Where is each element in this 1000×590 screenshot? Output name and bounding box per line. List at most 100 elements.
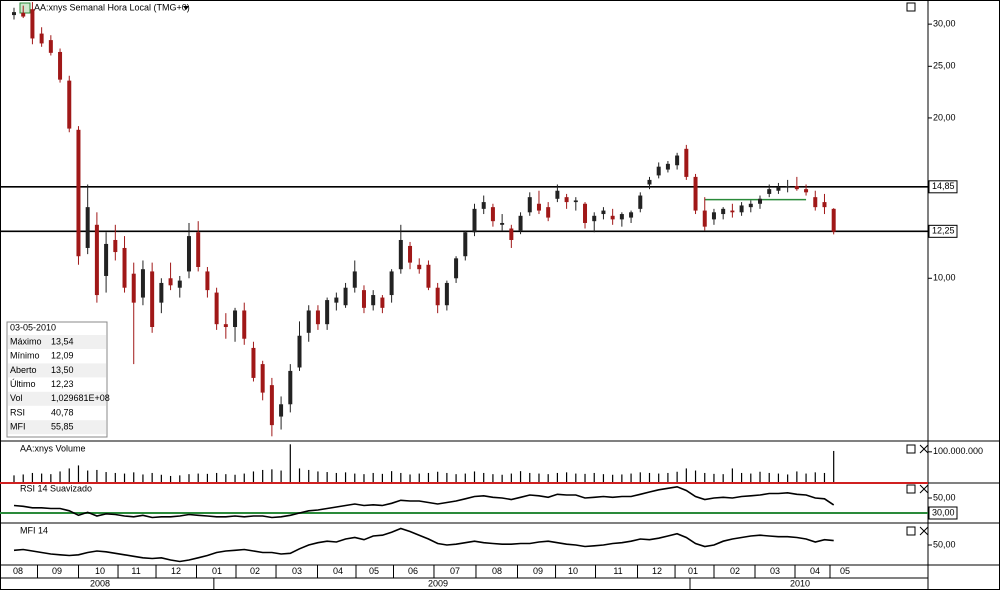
candle-body <box>398 239 403 270</box>
x-tick-label: 07 <box>450 566 460 576</box>
candle-body <box>12 12 16 16</box>
candle-body <box>665 163 670 170</box>
panel-close[interactable] <box>919 526 929 536</box>
panel-button[interactable] <box>906 526 916 536</box>
panel-title: MFI 14 <box>20 525 48 535</box>
candle-body <box>361 290 366 308</box>
candle-body <box>454 258 459 279</box>
candle-body <box>748 203 753 208</box>
x-tick-label: 11 <box>131 566 140 576</box>
chart-title: AA:xnys Semanal Hora Local (TMG+0) <box>34 2 190 12</box>
candle-body <box>758 198 763 204</box>
candle-body <box>417 264 422 270</box>
info-value: 13,54 <box>51 336 74 346</box>
level-label-box <box>928 180 958 194</box>
year-label: 2009 <box>428 578 448 588</box>
level-label: 14,85 <box>932 181 955 191</box>
candle-body <box>251 347 256 378</box>
candle-body <box>721 208 726 215</box>
candle-body <box>58 51 63 80</box>
candle-body <box>223 324 228 328</box>
y-tick-label: 25,00 <box>933 61 956 71</box>
panel-close[interactable] <box>919 444 929 454</box>
candle-body <box>214 292 219 325</box>
candle-body <box>85 207 90 248</box>
y-tick-label: 30,00 <box>933 19 956 29</box>
candle-body <box>463 232 468 257</box>
info-label: RSI <box>10 407 25 417</box>
candle-body <box>785 186 790 188</box>
candle-body <box>675 155 680 166</box>
year-label: 2010 <box>790 578 810 588</box>
candle-body <box>30 9 35 39</box>
candle-body <box>371 295 376 306</box>
info-value: 40,78 <box>51 407 74 417</box>
panel-close[interactable] <box>919 484 929 494</box>
indicator-line <box>13 485 835 519</box>
info-row-bg <box>8 391 106 406</box>
candle-body <box>131 273 136 303</box>
candle-body <box>297 335 302 368</box>
candle-body <box>730 210 735 213</box>
level-label-box <box>928 506 958 520</box>
candle-body <box>702 210 707 227</box>
candle-body <box>389 271 394 296</box>
candle-body <box>711 212 716 220</box>
x-tick-label: 05 <box>369 566 379 576</box>
dropdown-arrow[interactable] <box>183 6 189 10</box>
info-label: Vol <box>10 393 23 403</box>
candle-body <box>684 148 689 177</box>
panel-title: AA:xnys Volume <box>20 443 86 453</box>
level-label-box <box>928 224 958 238</box>
candle-body <box>242 310 247 339</box>
candle-body <box>444 282 449 306</box>
candle-body <box>638 195 643 209</box>
window-button[interactable] <box>906 2 916 12</box>
candle-body <box>546 207 551 218</box>
candle-body <box>113 239 118 253</box>
candle-body <box>693 176 698 211</box>
x-tick-label: 02 <box>250 566 260 576</box>
x-tick-label: 12 <box>171 566 181 576</box>
candle-body <box>656 166 661 176</box>
x-tick-label: 09 <box>533 566 543 576</box>
candle-body <box>48 40 53 53</box>
candle-body <box>776 187 781 191</box>
candle-body <box>196 232 201 267</box>
x-tick-label: 09 <box>52 566 62 576</box>
x-tick-label: 10 <box>95 566 105 576</box>
x-tick-label: 05 <box>840 566 850 576</box>
candle-body <box>186 236 191 272</box>
info-value: 1,029681E+08 <box>51 393 110 403</box>
y-tick-label: 50,00 <box>933 539 956 549</box>
y-tick-label: 100.000.000 <box>933 446 983 456</box>
candle-body <box>831 208 836 232</box>
info-value: 12,09 <box>51 351 74 361</box>
x-tick-label: 01 <box>688 566 698 576</box>
info-value: 12,23 <box>51 379 74 389</box>
candle-body <box>352 271 357 288</box>
candle-body <box>601 210 606 215</box>
candle-body <box>260 364 265 393</box>
info-value: 13,50 <box>51 365 74 375</box>
candle-body <box>21 12 26 17</box>
candle-body <box>315 310 320 325</box>
panel-button[interactable] <box>906 484 916 494</box>
x-tick-label: 04 <box>333 566 343 576</box>
legend-icon[interactable] <box>19 2 31 14</box>
info-label: Último <box>10 379 36 389</box>
y-tick-label: 20,00 <box>933 112 956 122</box>
level-label: 12,25 <box>932 226 955 236</box>
candle-body <box>426 264 431 288</box>
panel-button[interactable] <box>906 444 916 454</box>
candle-body <box>67 80 72 129</box>
candle-body <box>269 385 274 426</box>
x-tick-label: 02 <box>730 566 740 576</box>
x-tick-label: 03 <box>292 566 302 576</box>
y-tick-label: 50,00 <box>933 492 956 502</box>
candle-body <box>536 203 541 211</box>
info-label: MFI <box>10 422 26 432</box>
candle-body <box>122 247 127 288</box>
